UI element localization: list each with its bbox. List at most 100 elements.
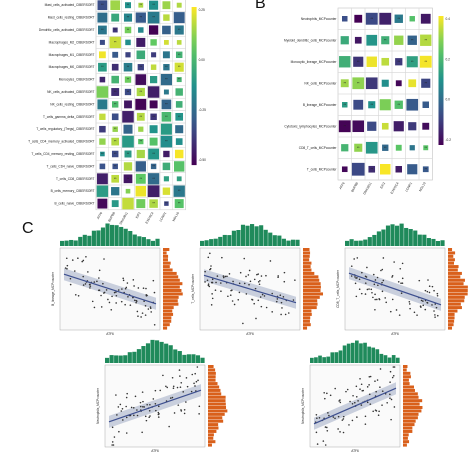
data-point (179, 386, 182, 388)
data-point (105, 289, 108, 291)
data-point (351, 419, 354, 422)
heatmap-square (112, 163, 118, 170)
data-point (157, 411, 160, 414)
significance-mark: ** (178, 189, 181, 193)
data-point (322, 440, 325, 442)
top-histogram-bar (376, 231, 381, 246)
data-point (245, 293, 248, 295)
heatmap-square (112, 101, 119, 108)
right-histogram-bar (448, 323, 454, 327)
data-point (125, 432, 128, 434)
heatmap-square (163, 150, 170, 158)
data-point (122, 279, 125, 282)
data-point (238, 291, 241, 294)
heatmap-square (112, 51, 119, 58)
data-point (141, 312, 144, 314)
data-point (122, 277, 124, 280)
top-histogram-bar (281, 238, 286, 246)
data-point (159, 389, 162, 392)
heatmap-square (174, 25, 184, 35)
data-point (248, 269, 251, 272)
data-point (204, 270, 206, 273)
data-point (115, 394, 117, 396)
heatmap-square (99, 125, 106, 133)
data-point (263, 295, 266, 297)
data-point (259, 279, 261, 282)
top-histogram-bar (310, 357, 314, 363)
heatmap-square (174, 149, 184, 159)
data-point (194, 385, 196, 387)
data-point (324, 426, 327, 428)
heatmap-square (149, 75, 158, 84)
right-histogram-bar (163, 319, 172, 323)
data-point (390, 398, 393, 401)
significance-mark: ** (127, 65, 130, 69)
data-point (157, 416, 160, 418)
right-histogram-bar (163, 282, 183, 286)
top-histogram-bar (426, 238, 431, 246)
data-point (257, 273, 259, 275)
data-point (366, 386, 369, 388)
data-point (398, 314, 401, 316)
data-point (329, 394, 332, 397)
right-histogram-bar (448, 285, 468, 289)
data-point (426, 290, 429, 293)
right-histogram-bar (303, 319, 310, 323)
data-point (125, 405, 127, 408)
data-point (142, 287, 145, 289)
heatmap-square (112, 126, 118, 132)
data-point (279, 294, 282, 297)
significance-mark: ** (178, 53, 181, 57)
right-histogram-bar (448, 295, 465, 299)
right-histogram-bar (163, 271, 177, 275)
significance-mark: ** (101, 3, 104, 7)
data-point (144, 305, 147, 307)
right-histogram-bar (303, 306, 317, 310)
data-point (338, 400, 340, 402)
heatmap-square (408, 79, 417, 88)
heatmap-square (406, 98, 419, 111)
right-histogram-bar (403, 412, 419, 416)
data-point (183, 408, 186, 411)
data-point (129, 304, 132, 306)
y-axis-label: Neutrophils_MCPcounter (96, 387, 100, 424)
data-point (434, 316, 436, 318)
panel-b-label: B (255, 0, 266, 12)
data-point (366, 288, 369, 291)
data-point (381, 390, 384, 392)
heatmap-square (423, 145, 429, 151)
significance-mark: ** (114, 177, 117, 181)
top-histogram-bar (371, 347, 376, 363)
data-point (65, 257, 68, 260)
heatmap-square (136, 37, 146, 47)
right-histogram-bar (403, 382, 410, 386)
data-point (248, 283, 250, 286)
heatmap-square (352, 77, 365, 90)
data-point (143, 300, 145, 303)
colorbar (191, 7, 197, 166)
heatmap-square (175, 112, 184, 121)
significance-mark: ** (114, 127, 117, 131)
heatmap-square (99, 51, 106, 59)
right-histogram-bar (303, 248, 310, 252)
data-point (328, 414, 330, 417)
data-point (119, 403, 122, 406)
data-point (365, 276, 368, 278)
scatter-plot: CD8_T_cells_MCPcounter ATF6 (336, 223, 468, 336)
panel-c-scatter-grid: B_lineage_MCPcounterATF6T_cells_MCPcount… (51, 223, 468, 453)
data-point (183, 412, 186, 415)
top-histogram-bar (295, 239, 300, 246)
data-point (210, 304, 213, 306)
heatmap-square (147, 173, 160, 185)
data-point (193, 382, 195, 385)
data-point (171, 396, 174, 399)
column-label: NOL10 (172, 211, 181, 222)
data-point (224, 275, 227, 278)
data-point (180, 410, 183, 412)
data-point (211, 293, 213, 295)
data-point (355, 396, 358, 398)
data-point (401, 277, 404, 280)
data-point (434, 303, 437, 305)
heatmap-square (123, 13, 133, 22)
right-histogram-bar (208, 402, 226, 406)
